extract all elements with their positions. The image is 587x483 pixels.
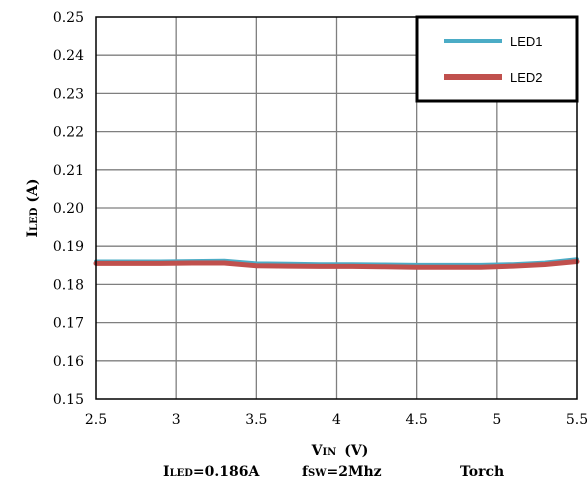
x-tick-label: 5.5 (566, 412, 587, 428)
y-tick-label: 0.19 (53, 239, 84, 255)
legend-label-led2: LED2 (510, 70, 543, 85)
y-axis-title-sub: LED (29, 207, 40, 231)
y-axis-title: ILED (A) (25, 178, 41, 237)
x-axis-title-sub: IN (322, 447, 336, 458)
grid-lines (96, 17, 577, 399)
caption-fsw-value: =2Mhz (326, 464, 381, 480)
legend-label-led1: LED1 (510, 34, 543, 49)
x-axis-title: VIN (V) (311, 443, 369, 459)
caption-fsw-sub: SW (308, 468, 327, 479)
x-axis-title-unit: (V) (344, 443, 368, 459)
y-tick-label: 0.15 (53, 392, 84, 408)
caption-iled-value: =0.186A (193, 464, 261, 480)
x-tick-label: 5 (492, 412, 501, 428)
x-tick-label: 4.5 (406, 412, 428, 428)
caption-fsw: fSW=2Mhz (302, 464, 382, 480)
legend: LED1 LED2 (415, 15, 579, 103)
y-tick-label: 0.21 (53, 163, 84, 179)
plot-area-frame (95, 16, 578, 400)
y-tick-label: 0.22 (53, 125, 84, 141)
y-tick-labels: 0.15 0.16 0.17 0.18 0.19 0.20 0.21 0.22 0.23 0.24… (53, 10, 84, 408)
series-lines (93, 257, 580, 270)
y-tick-label: 0.23 (53, 86, 84, 102)
y-axis-title-unit: (A) (25, 178, 41, 202)
caption-iled-sub: LED (170, 468, 194, 479)
caption-mode: Torch (460, 464, 504, 480)
y-axis-title-main: I (25, 231, 41, 238)
y-tick-label: 0.25 (53, 10, 84, 26)
x-tick-label: 2.5 (85, 412, 107, 428)
y-tick-label: 0.20 (53, 201, 84, 217)
x-axis-title-main: V (311, 443, 324, 459)
x-tick-label: 3.5 (245, 412, 267, 428)
x-tick-label: 4 (332, 412, 341, 428)
legend-box (415, 15, 579, 103)
y-tick-label: 0.16 (53, 354, 84, 370)
x-tick-label: 3 (172, 412, 181, 428)
caption-iled: ILED=0.186A (163, 464, 260, 480)
caption-fsw-main: f (302, 464, 309, 480)
y-tick-label: 0.18 (53, 277, 84, 293)
caption-iled-main: I (163, 464, 170, 480)
y-tick-label: 0.17 (53, 316, 84, 332)
x-tick-labels: 2.5 3 3.5 4 4.5 5 5.5 (85, 412, 587, 428)
series-line-led2 (93, 259, 580, 270)
y-tick-label: 0.24 (53, 48, 84, 64)
